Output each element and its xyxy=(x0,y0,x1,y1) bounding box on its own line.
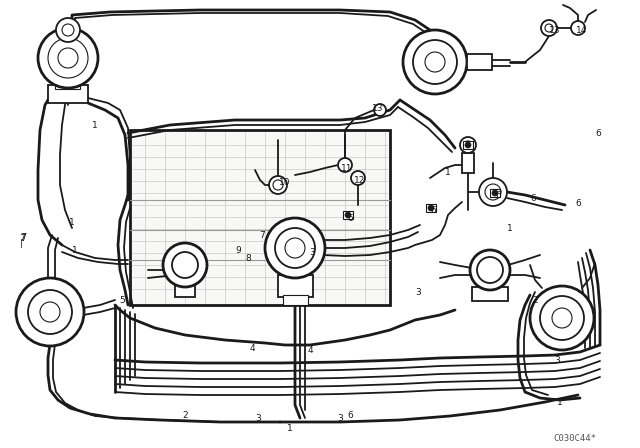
Text: 3: 3 xyxy=(255,414,261,422)
Circle shape xyxy=(58,48,78,68)
Bar xyxy=(463,141,473,149)
Text: 7: 7 xyxy=(259,231,265,240)
Text: 1: 1 xyxy=(92,121,98,129)
Text: 8: 8 xyxy=(245,254,251,263)
Bar xyxy=(175,285,195,297)
Bar xyxy=(130,130,390,305)
Circle shape xyxy=(273,180,283,190)
Circle shape xyxy=(477,257,503,283)
Text: 13: 13 xyxy=(549,26,561,34)
Text: 6: 6 xyxy=(530,194,536,202)
Text: 1: 1 xyxy=(557,397,563,406)
Text: 13: 13 xyxy=(372,103,384,112)
Text: 1: 1 xyxy=(69,217,75,227)
Text: 12: 12 xyxy=(355,176,365,185)
Text: 4: 4 xyxy=(249,344,255,353)
Text: 14: 14 xyxy=(576,26,588,34)
Circle shape xyxy=(38,28,98,88)
Bar xyxy=(283,295,308,305)
Circle shape xyxy=(571,21,585,35)
Text: 6: 6 xyxy=(430,206,436,215)
Circle shape xyxy=(530,286,594,350)
Text: 10: 10 xyxy=(279,177,291,186)
Circle shape xyxy=(460,137,476,153)
Circle shape xyxy=(470,250,510,290)
Circle shape xyxy=(492,190,498,196)
Circle shape xyxy=(541,20,557,36)
Circle shape xyxy=(28,290,72,334)
Bar xyxy=(48,85,88,103)
Text: 3: 3 xyxy=(415,288,421,297)
Circle shape xyxy=(485,184,501,200)
Circle shape xyxy=(351,171,365,185)
Text: 6: 6 xyxy=(595,129,601,138)
Text: 4: 4 xyxy=(307,345,313,354)
Circle shape xyxy=(345,212,351,218)
Bar xyxy=(462,153,474,173)
Circle shape xyxy=(338,158,352,172)
Text: 3: 3 xyxy=(309,247,315,257)
Circle shape xyxy=(265,218,325,278)
Circle shape xyxy=(425,52,445,72)
Text: 3: 3 xyxy=(337,414,343,422)
Text: 3: 3 xyxy=(554,356,560,365)
Text: 6: 6 xyxy=(495,190,501,199)
Circle shape xyxy=(275,228,315,268)
Bar xyxy=(426,204,436,212)
Bar xyxy=(472,287,508,301)
Text: 6: 6 xyxy=(575,198,581,207)
Text: |: | xyxy=(20,238,23,247)
Circle shape xyxy=(464,141,472,149)
Circle shape xyxy=(40,302,60,322)
Circle shape xyxy=(403,30,467,94)
Circle shape xyxy=(479,178,507,206)
Text: 7: 7 xyxy=(20,233,26,243)
Circle shape xyxy=(16,278,84,346)
Circle shape xyxy=(48,38,88,78)
Bar xyxy=(55,75,80,89)
Circle shape xyxy=(465,142,471,148)
Bar xyxy=(343,211,353,219)
Text: 6: 6 xyxy=(347,214,353,223)
Bar xyxy=(467,54,492,70)
Circle shape xyxy=(545,24,553,32)
Circle shape xyxy=(56,18,80,42)
Circle shape xyxy=(285,238,305,258)
Circle shape xyxy=(428,205,434,211)
Text: 1: 1 xyxy=(72,246,78,254)
Text: 5: 5 xyxy=(119,296,125,305)
Circle shape xyxy=(413,40,457,84)
Circle shape xyxy=(269,176,287,194)
Circle shape xyxy=(374,104,386,116)
Text: C030C44*: C030C44* xyxy=(554,434,596,443)
Text: 1: 1 xyxy=(445,168,451,177)
Circle shape xyxy=(172,252,198,278)
Text: 2: 2 xyxy=(532,296,538,305)
Text: 7: 7 xyxy=(19,233,25,242)
Circle shape xyxy=(62,24,74,36)
Text: 1: 1 xyxy=(287,423,293,432)
Bar xyxy=(278,275,313,297)
Circle shape xyxy=(163,243,207,287)
Bar xyxy=(490,189,500,197)
Text: 2: 2 xyxy=(182,410,188,419)
Text: 11: 11 xyxy=(341,164,353,172)
Text: 1: 1 xyxy=(507,224,513,233)
Circle shape xyxy=(540,296,584,340)
Text: 6: 6 xyxy=(347,410,353,419)
Circle shape xyxy=(552,308,572,328)
Text: 9: 9 xyxy=(235,246,241,254)
